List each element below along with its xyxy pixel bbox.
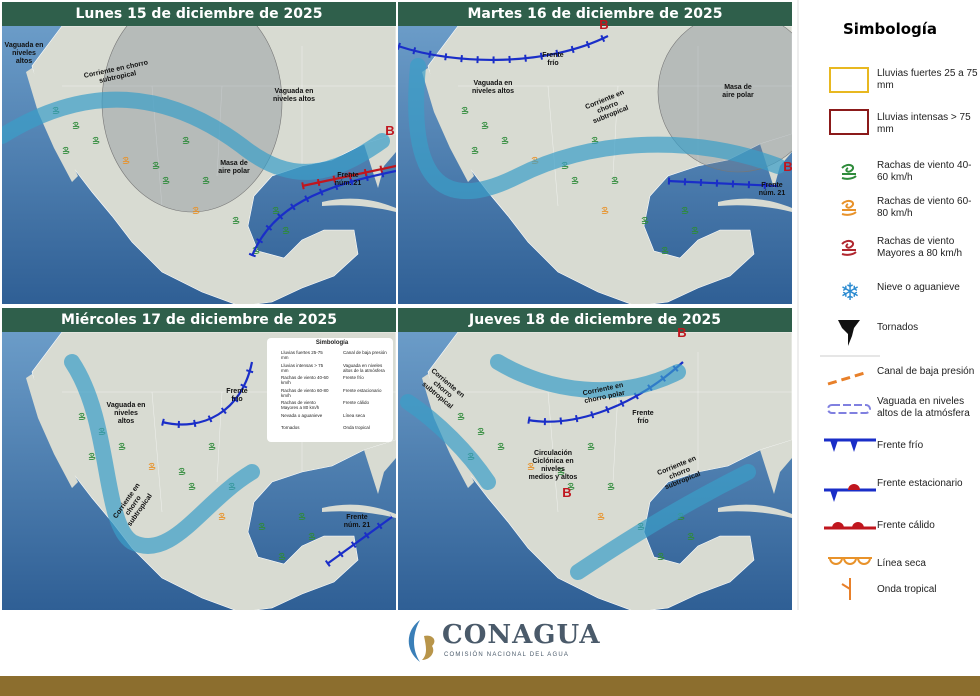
inset-legend-item: Lluvias fuertes 25-75 mm [281, 350, 323, 360]
map-label: Vaguada en niveles altos [106, 402, 146, 425]
front [161, 361, 254, 426]
legend-icons: ❄ [820, 67, 880, 600]
inset-legend-item: Nevada o aguanieve [281, 412, 323, 418]
map [2, 2, 396, 304]
inset-legend-item: Onda tropical [343, 425, 370, 430]
inset-legend-item: Rachas de viento 40-60 km/h [281, 375, 329, 385]
jet-stream [400, 354, 756, 580]
legend-item: Rachas de viento 40-60 km/h [877, 160, 972, 183]
divider [797, 0, 799, 610]
front [398, 35, 609, 62]
map-label: B [385, 123, 395, 138]
inset-legend-item: Canal de baja presión [343, 350, 387, 355]
jet-stream [408, 58, 786, 200]
legend-item: Tornados [877, 322, 919, 333]
inset-legend-item: Frente frío [343, 375, 364, 380]
svg-text:❄: ❄ [840, 279, 860, 306]
inset-legend-item: Línea seca [343, 412, 366, 418]
panel-title: Jueves 18 de diciembre de 2025 [398, 308, 792, 332]
legend-title: Simbología [842, 20, 938, 38]
panel-title: Lunes 15 de diciembre de 2025 [2, 2, 396, 26]
map-label: B [783, 159, 792, 174]
legend-item: Lluvias fuertes 25 a 75 mm [877, 68, 978, 91]
panel-title: Martes 16 de diciembre de 2025 [398, 2, 792, 26]
map-label: Vaguada en niveles altos [4, 42, 44, 65]
legend-item: Frente cálido [877, 520, 935, 531]
inset-legend: Simbología Lluvias fuertes 25-75 mm Lluvia… [267, 338, 393, 442]
map-panel: Martes 16 de diciembre de 2025 B Frente fr… [398, 2, 792, 304]
map-label: Circulación Ciclónica en niveles medios … [528, 450, 578, 481]
map [398, 11, 792, 304]
inset-legend-item: Frente estacionario [343, 387, 382, 393]
logo-mark [408, 620, 435, 662]
legend-item: Rachas de viento 60-80 km/h [877, 196, 972, 219]
map-label: Vaguada en niveles altos [272, 88, 316, 103]
map-label: B [599, 17, 609, 32]
legend-item: Onda tropical [877, 584, 937, 595]
footer-band [0, 676, 980, 696]
map-label: B [677, 325, 687, 340]
footer-brand: CONAGUA [442, 620, 601, 650]
map-label: Frente núm. 21 [343, 514, 371, 529]
inset-legend-item: Frente cálido [343, 400, 370, 405]
legend-item: Línea seca [877, 558, 926, 569]
front-symbols [301, 162, 396, 190]
front [667, 179, 779, 188]
legend-item: Canal de baja presión [877, 366, 975, 377]
map [2, 332, 396, 610]
front [326, 516, 393, 565]
map-panel: Jueves 18 de diciembre de 2025 B Corriente… [398, 308, 792, 610]
map-label: Frente frío [542, 52, 564, 67]
jet-stream [64, 354, 260, 554]
legend-item: Frente frío [877, 440, 924, 451]
legend-item: Lluvias intensas > 75 mm [877, 112, 971, 135]
map-label: Frente núm. 21 [334, 172, 362, 187]
inset-legend-item: Lluvias intensas > 75 mm [281, 362, 324, 373]
map-label: Frente núm. 21 [758, 182, 786, 197]
map-label: Vaguada en niveles altos [471, 80, 515, 95]
map-label: Frente frío [632, 410, 654, 425]
inset-legend-item: Rachas de viento Mayores a 80 km/h [281, 400, 320, 410]
map-label: Masa de aire polar [722, 84, 754, 99]
map-panel: Lunes 15 de diciembre de 2025 Vaguada en … [2, 2, 396, 304]
map-label: Frente frío [226, 388, 248, 403]
map [398, 332, 792, 610]
map-panel: Miércoles 17 de diciembre de 2025 Frente … [2, 308, 396, 610]
map-label: B [562, 485, 572, 500]
map-label: Masa de aire polar [218, 160, 250, 175]
inset-legend-item: Tornados [281, 425, 300, 430]
legend-item: Nieve o aguanieve [877, 282, 960, 293]
legend-item: Frente estacionario [877, 478, 963, 489]
front [250, 169, 396, 257]
panel-title: Miércoles 17 de diciembre de 2025 [2, 308, 396, 332]
inset-legend-item: Vaguada en niveles altos de la atmósfera [343, 362, 385, 373]
jet-stream [2, 91, 390, 180]
legend-item: Vaguada en niveles altos de la atmósfera [877, 396, 970, 419]
inset-legend-title: Simbología [315, 340, 349, 346]
inset-legend-item: Rachas de viento 60-80 km/h [281, 387, 329, 398]
legend-item: Rachas de viento Mayores a 80 km/h [877, 236, 963, 259]
footer-subtitle: COMISIÓN NACIONAL DEL AGUA [444, 652, 570, 658]
